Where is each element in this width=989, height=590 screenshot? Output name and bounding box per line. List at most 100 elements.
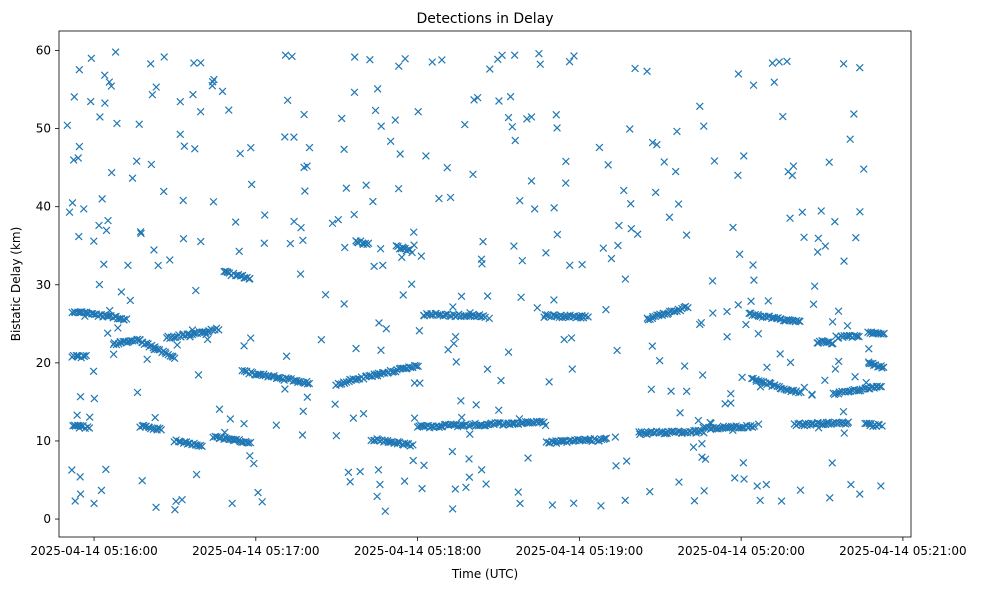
detection-point bbox=[648, 138, 657, 147]
detection-point bbox=[473, 93, 482, 102]
detection-point bbox=[676, 408, 684, 417]
detection-point bbox=[340, 379, 349, 388]
detection-point bbox=[178, 495, 186, 504]
detection-point bbox=[73, 411, 81, 419]
detection-point bbox=[855, 490, 864, 498]
detection-point bbox=[694, 416, 703, 425]
detection-point bbox=[570, 52, 578, 60]
detection-point bbox=[128, 336, 137, 345]
detection-point bbox=[229, 435, 238, 444]
detection-point bbox=[362, 181, 370, 190]
detection-point bbox=[460, 120, 469, 129]
detection-point bbox=[104, 216, 112, 225]
y-tick-label: 10 bbox=[36, 434, 51, 448]
detection-point bbox=[143, 355, 151, 364]
detection-point bbox=[99, 260, 108, 269]
detection-point bbox=[142, 339, 151, 348]
detection-point bbox=[796, 486, 805, 494]
detection-point bbox=[446, 193, 455, 202]
detection-point bbox=[527, 113, 536, 121]
detection-point bbox=[350, 88, 359, 97]
detection-point bbox=[723, 333, 731, 341]
detection-point bbox=[851, 372, 859, 381]
detection-point bbox=[682, 387, 691, 396]
detection-point bbox=[796, 317, 804, 326]
y-tick-label: 30 bbox=[36, 278, 51, 292]
detection-point bbox=[267, 372, 276, 381]
detection-point bbox=[196, 237, 205, 246]
detection-point bbox=[98, 195, 106, 203]
detection-point bbox=[708, 277, 717, 285]
detection-point bbox=[192, 470, 201, 479]
detection-point bbox=[865, 419, 874, 428]
detection-point bbox=[87, 54, 96, 63]
detection-point bbox=[340, 300, 349, 308]
detection-point bbox=[651, 188, 660, 197]
detection-point bbox=[700, 487, 709, 495]
detection-point bbox=[586, 436, 594, 445]
detection-point bbox=[366, 55, 374, 64]
detection-point bbox=[723, 307, 731, 316]
detection-point bbox=[257, 370, 265, 379]
detection-point bbox=[208, 326, 217, 335]
detection-point bbox=[742, 320, 750, 329]
detection-point bbox=[300, 110, 308, 119]
detection-point bbox=[756, 496, 765, 505]
detection-point bbox=[107, 82, 116, 90]
detection-point bbox=[173, 341, 182, 349]
detection-point bbox=[240, 367, 249, 375]
detection-point bbox=[817, 207, 826, 215]
detection-point bbox=[483, 292, 492, 300]
detection-point bbox=[122, 315, 131, 323]
detection-point bbox=[508, 419, 517, 428]
detection-point bbox=[317, 335, 326, 344]
detection-point bbox=[244, 439, 253, 447]
detection-point bbox=[878, 422, 886, 430]
detection-point bbox=[494, 419, 503, 427]
detection-point bbox=[607, 254, 616, 263]
detection-point bbox=[96, 113, 104, 121]
detection-point bbox=[497, 376, 505, 385]
detection-point bbox=[739, 152, 748, 160]
detection-point bbox=[151, 413, 159, 422]
detection-point bbox=[671, 167, 680, 176]
detection-point bbox=[367, 436, 376, 445]
detection-point bbox=[376, 244, 385, 253]
detection-point bbox=[739, 458, 748, 467]
detection-point bbox=[407, 280, 416, 288]
detection-point bbox=[191, 329, 199, 338]
detection-point bbox=[637, 428, 646, 436]
detection-point bbox=[777, 497, 786, 505]
detection-point bbox=[284, 375, 293, 383]
detection-point bbox=[95, 280, 104, 289]
detection-point bbox=[621, 275, 630, 283]
detection-point bbox=[371, 106, 380, 115]
detection-point bbox=[827, 339, 836, 348]
detection-point bbox=[834, 357, 843, 366]
detection-point bbox=[396, 150, 405, 158]
detection-point bbox=[147, 160, 156, 169]
x-tick-label: 2025-04-14 05:20:00 bbox=[677, 544, 804, 558]
detection-point bbox=[444, 345, 452, 354]
detection-point bbox=[465, 455, 473, 463]
detection-point bbox=[510, 242, 518, 250]
detection-point bbox=[462, 483, 470, 492]
detection-point bbox=[523, 115, 531, 123]
detection-point bbox=[655, 356, 664, 365]
detection-point bbox=[877, 330, 885, 338]
detection-point bbox=[740, 475, 748, 483]
detection-point bbox=[510, 51, 519, 60]
detection-point bbox=[784, 167, 793, 176]
detection-point bbox=[786, 214, 794, 223]
detection-point bbox=[299, 407, 308, 416]
detection-point bbox=[160, 53, 169, 61]
detection-point bbox=[667, 387, 675, 395]
detection-point bbox=[412, 362, 421, 370]
detection-point bbox=[821, 376, 829, 385]
detection-point bbox=[450, 339, 458, 348]
detection-point bbox=[409, 456, 418, 465]
detection-point bbox=[290, 133, 298, 141]
detection-point bbox=[798, 208, 807, 217]
detection-point bbox=[834, 390, 843, 398]
